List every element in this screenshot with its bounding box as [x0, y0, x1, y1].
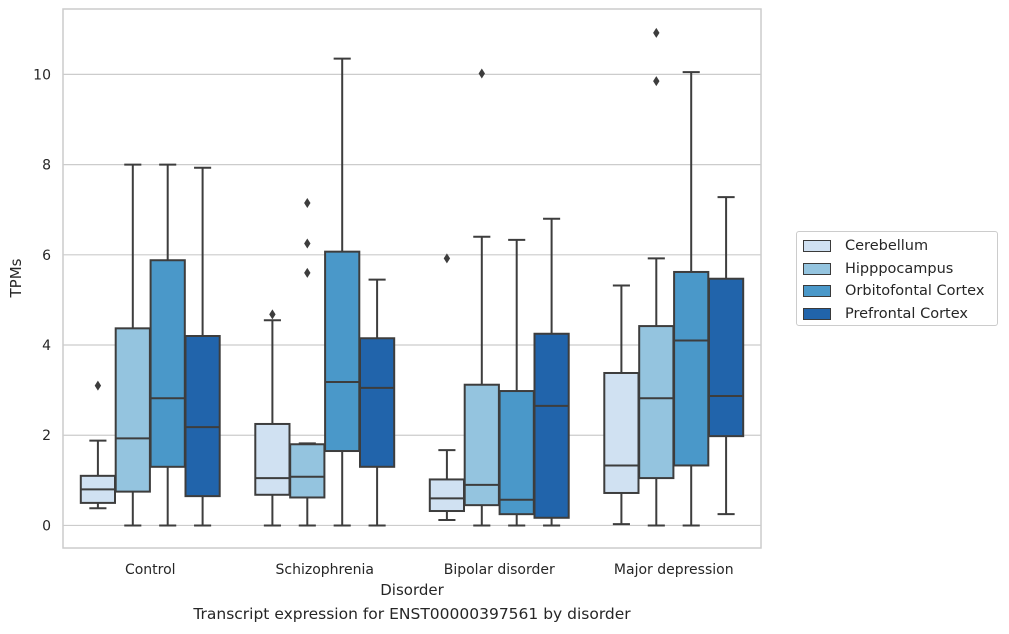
box-iqr: [114, 327, 151, 493]
box-iqr: [149, 259, 186, 468]
box-iqr: [463, 383, 500, 507]
x-tick-label: Bipolar disorder: [444, 562, 555, 578]
legend: Cerebellum Hipppocampus Orbitofontal Corte…: [796, 231, 998, 326]
y-tick-label: 6: [42, 248, 51, 264]
legend-item: Orbitofontal Cortex: [803, 280, 997, 303]
box-iqr: [603, 371, 640, 494]
legend-label: Cerebellum: [845, 238, 929, 255]
box-iqr: [324, 250, 361, 453]
legend-swatch: [803, 308, 831, 321]
box-0-3: [603, 284, 640, 526]
boxes: [79, 27, 745, 527]
box-iqr: [358, 337, 396, 468]
outlier-point: [443, 253, 451, 264]
box-iqr: [428, 478, 466, 513]
box-iqr: [184, 335, 221, 498]
box-iqr: [498, 390, 535, 516]
box-iqr: [707, 277, 745, 438]
box-0-1: [254, 309, 291, 527]
outlier-point: [94, 380, 102, 391]
box-2-0: [149, 163, 186, 527]
y-tick-label: 2: [42, 428, 51, 444]
outlier-point: [304, 197, 311, 208]
y-tick-label: 4: [42, 338, 51, 354]
legend-label: Hipppocampus: [845, 260, 954, 277]
x-axis-label: Disorder: [380, 581, 444, 599]
box-2-1: [324, 57, 361, 527]
x-tick-label: Major depression: [614, 562, 734, 578]
y-tick-label: 10: [33, 67, 51, 83]
box-3-0: [184, 166, 221, 527]
x-tick-label: Control: [125, 562, 176, 578]
outlier-point: [653, 27, 660, 38]
legend-swatch: [803, 262, 831, 275]
x-tick-label: Schizophrenia: [276, 562, 374, 578]
legend-item: Hipppocampus: [803, 258, 997, 281]
x-axis-ticks: Control Schizophrenia Bipolar disorder Majo…: [125, 562, 734, 578]
legend-swatch: [803, 285, 831, 298]
legend-label: Orbitofontal Cortex: [845, 283, 985, 300]
legend-item: Cerebellum: [803, 235, 997, 258]
y-axis-label: TPMs: [7, 258, 25, 298]
legend-label: Prefrontal Cortex: [845, 306, 968, 323]
box-2-3: [673, 71, 710, 527]
y-axis-ticks: 0 2 4 6 8 10: [33, 67, 51, 534]
outlier-point: [304, 238, 311, 249]
box-3-1: [358, 278, 396, 527]
box-3-3: [707, 196, 745, 516]
box-iqr: [254, 422, 291, 496]
outlier-point: [653, 76, 660, 87]
legend-swatch: [803, 240, 831, 253]
box-1-2: [463, 68, 500, 527]
outlier-point: [478, 68, 485, 79]
y-tick-label: 0: [42, 518, 51, 534]
outlier-point: [304, 267, 311, 278]
y-tick-label: 8: [42, 158, 51, 174]
legend-item: Prefrontal Cortex: [803, 303, 997, 326]
box-0-0: [79, 380, 117, 510]
box-1-1: [289, 197, 326, 527]
box-iqr: [289, 443, 326, 499]
box-1-0: [114, 163, 151, 527]
box-iqr: [638, 325, 675, 480]
box-iqr: [533, 332, 570, 519]
chart-title: Transcript expression for ENST0000039756…: [193, 605, 631, 623]
box-1-3: [638, 27, 675, 527]
box-3-2: [533, 217, 570, 527]
box-iqr: [673, 270, 710, 467]
outlier-point: [269, 309, 276, 320]
